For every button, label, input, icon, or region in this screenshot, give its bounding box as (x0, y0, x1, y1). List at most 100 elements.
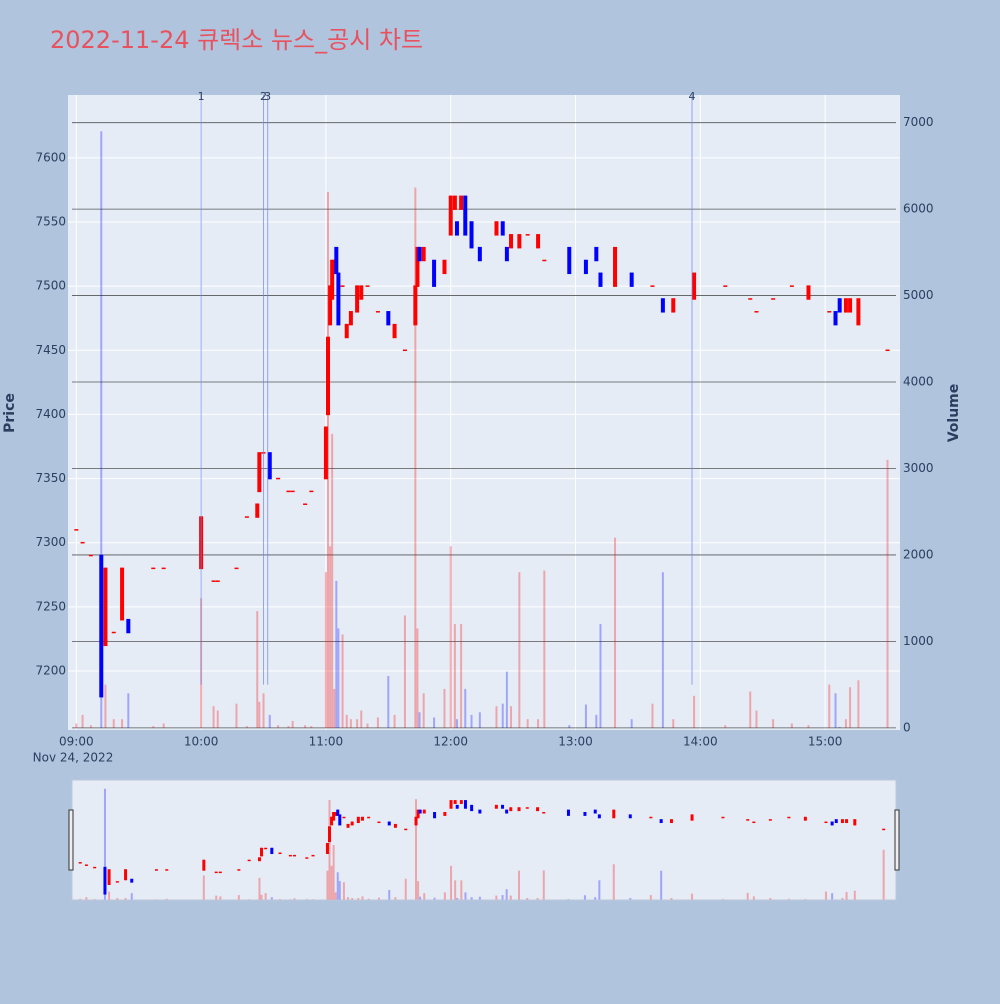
candle (276, 478, 280, 480)
volume-bar (329, 546, 331, 728)
candle (245, 516, 249, 518)
slider-candle (342, 817, 345, 819)
volume-bar (327, 192, 329, 728)
slider-candle (787, 817, 790, 819)
slider-volume-bar (343, 882, 345, 899)
candle (212, 580, 216, 582)
slider-candle (769, 819, 772, 821)
slider-candle (248, 860, 251, 862)
slider-candle (155, 869, 158, 871)
volume-bar (325, 572, 327, 728)
slider-volume-bar (434, 898, 436, 900)
slider-candle (237, 869, 240, 871)
slider-candle (691, 814, 694, 820)
slider-volume-bar (479, 897, 481, 900)
volume-bar (304, 725, 306, 728)
volume-bar (828, 685, 830, 728)
slider-volume-bar (464, 892, 466, 899)
y-tick-label: 7250 (35, 599, 66, 613)
slider-volume-bar (526, 898, 528, 900)
candle (286, 491, 290, 493)
slider-candle (93, 867, 96, 869)
volume-bar (849, 687, 851, 728)
slider-candle (293, 855, 296, 857)
slider-volume-bar (613, 864, 615, 899)
candle (844, 298, 848, 312)
slider-candle (165, 869, 168, 871)
candle (257, 452, 261, 492)
volume-bar (121, 719, 123, 728)
slider-candle (108, 869, 111, 885)
volume-bar (585, 704, 587, 727)
chart-title: 2022-11-24 큐렉소 뉴스_공시 차트 (50, 26, 423, 54)
slider-volume-bar (854, 891, 856, 900)
x-tick-label: 11:00 (309, 735, 344, 749)
candle (455, 221, 459, 235)
slider-volume-bar (347, 897, 349, 899)
x-tick-label: 12:00 (433, 735, 468, 749)
candle (234, 568, 238, 570)
volume-bar (433, 717, 435, 727)
slider-candle (279, 853, 282, 855)
slider-candle (258, 857, 261, 861)
candle (509, 234, 513, 248)
slider-volume-bar (131, 893, 133, 899)
slider-volume-bar (502, 895, 504, 899)
slider-candle (583, 812, 586, 816)
candle (790, 285, 794, 287)
candle (723, 285, 727, 287)
volume-bar (404, 615, 406, 727)
candle (771, 298, 775, 300)
slider-volume-bar (537, 898, 539, 900)
slider-candle (505, 810, 508, 814)
slider-volume-bar (378, 898, 380, 900)
slider-volume-bar (361, 896, 363, 899)
slider-candle (270, 848, 273, 854)
candle (827, 311, 831, 313)
volume-bar (835, 693, 837, 728)
slider-candle (305, 857, 308, 859)
volume-bar (543, 570, 545, 727)
candle (341, 285, 345, 287)
candle (567, 247, 571, 274)
candle (422, 247, 426, 261)
volume-bar (518, 572, 520, 728)
slider-candle (367, 817, 370, 819)
slider-candle (752, 822, 755, 824)
slider-candle (130, 879, 133, 883)
slider-volume-bar (650, 895, 652, 899)
slider-handle[interactable] (895, 810, 899, 870)
candle (748, 298, 752, 300)
slider-volume-bar (293, 898, 295, 899)
slider-volume-bar (108, 892, 110, 900)
volume-bar (367, 724, 369, 728)
x-tick-label: 10:00 (184, 735, 219, 749)
slider-volume-bar (831, 893, 833, 899)
candle (584, 260, 588, 274)
slider-volume-bar (219, 896, 221, 899)
volume-bar (839, 727, 841, 728)
volume-bar (277, 725, 279, 728)
slider-candle (882, 829, 885, 831)
candle (442, 260, 446, 274)
slider-candle (404, 829, 407, 831)
slider-volume-bar (326, 871, 328, 900)
y-tick-label: 7600 (35, 150, 66, 164)
y-tick-label: 7350 (35, 471, 66, 485)
slider-volume-bar (238, 895, 240, 899)
volume-bar (595, 715, 597, 728)
slider-candle (326, 843, 329, 854)
slider-candle (670, 819, 673, 823)
candle (393, 324, 397, 338)
candle (754, 311, 758, 313)
x-tick-label: 09:00 (59, 735, 94, 749)
slider-candle (289, 855, 292, 857)
candle (359, 285, 363, 299)
candle (536, 234, 540, 248)
range-slider[interactable] (72, 780, 896, 900)
slider-candle (433, 812, 436, 818)
slider-handle[interactable] (69, 810, 73, 870)
y2-tick-label: 5000 (903, 288, 934, 302)
slider-candle (456, 805, 459, 809)
